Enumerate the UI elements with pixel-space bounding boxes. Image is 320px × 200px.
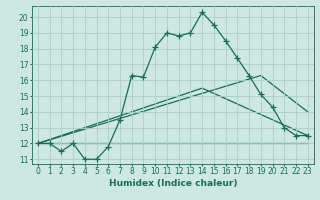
X-axis label: Humidex (Indice chaleur): Humidex (Indice chaleur) bbox=[108, 179, 237, 188]
